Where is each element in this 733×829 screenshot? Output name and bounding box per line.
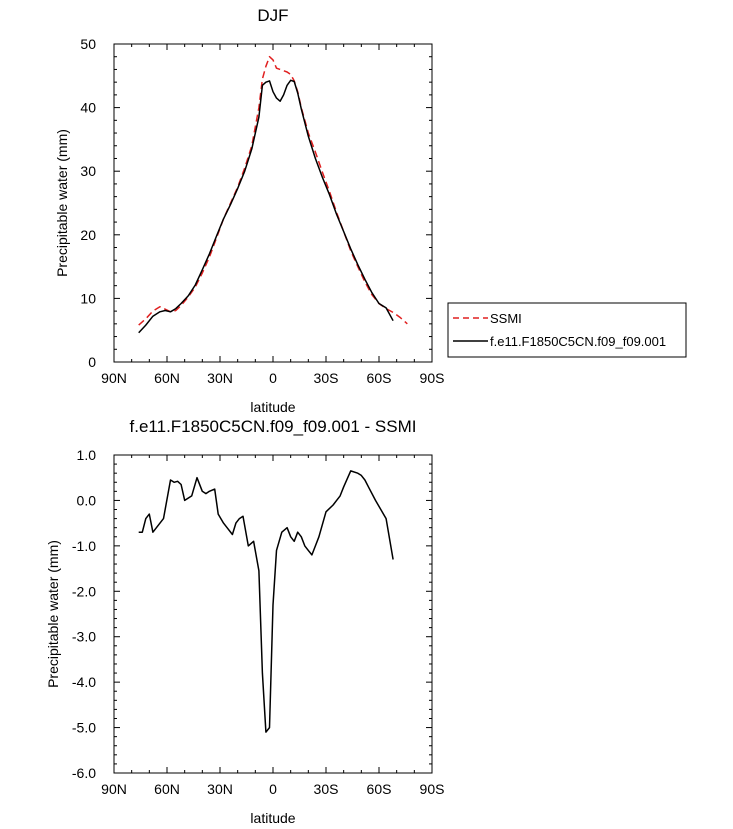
top-chart-y-tick-label: 40 [80, 100, 96, 116]
top-chart-x-axis-label: latitude [250, 399, 295, 415]
bottom-chart-x-tick-label: 60N [154, 781, 180, 797]
bottom-chart-series-line-0 [138, 470, 394, 733]
bottom-chart: f.e11.F1850C5CN.f09_f09.001 - SSMI 90N 60… [45, 417, 444, 826]
bottom-chart-title: f.e11.F1850C5CN.f09_f09.001 - SSMI [130, 417, 417, 436]
top-chart-x-tick-label: 30N [207, 370, 233, 386]
bottom-chart-ticks: 90N 60N 30N 0 30S 60S 90S -6.0 -5.0 -4.0 -3.0 -2.0 -… [72, 447, 445, 797]
legend-label-ssmi: SSMI [490, 311, 522, 326]
top-chart-y-tick-label: 50 [80, 36, 96, 52]
top-chart-x-tick-label: 30S [314, 370, 339, 386]
bottom-chart-x-tick-label: 30S [314, 781, 339, 797]
top-chart-series-line-0 [138, 55, 408, 326]
legend-label-model: f.e11.F1850C5CN.f09_f09.001 [490, 334, 666, 349]
top-chart-series-layer [138, 55, 408, 334]
top-chart-x-tick-label: 60S [367, 370, 392, 386]
legend: SSMI f.e11.F1850C5CN.f09_f09.001 [447, 302, 687, 358]
bottom-chart-y-tick-label: 1.0 [77, 447, 97, 463]
bottom-chart-x-tick-label: 30N [207, 781, 233, 797]
top-chart-y-tick-label: 0 [88, 354, 96, 370]
bottom-chart-y-tick-label: 0.0 [77, 492, 97, 508]
top-chart-ticks: 90N 60N 30N 0 30S 60S 90S 0 10 20 30 40 50 [80, 36, 444, 386]
bottom-chart-y-tick-label: -2.0 [72, 583, 96, 599]
bottom-chart-y-axis-label: Precipitable water (mm) [45, 540, 61, 688]
top-chart-title: DJF [257, 6, 288, 25]
bottom-chart-x-tick-label: 0 [269, 781, 277, 797]
top-chart-y-axis-label: Precipitable water (mm) [54, 129, 70, 277]
bottom-chart-series-layer [138, 470, 394, 733]
bottom-chart-x-tick-label: 90S [420, 781, 445, 797]
top-chart-y-tick-label: 30 [80, 163, 96, 179]
bottom-chart-y-tick-label: -5.0 [72, 720, 96, 736]
top-chart-x-tick-label: 90S [420, 370, 445, 386]
top-chart-y-tick-label: 20 [80, 227, 96, 243]
top-chart-x-tick-label: 90N [101, 370, 127, 386]
bottom-chart-x-axis-label: latitude [250, 810, 295, 826]
bottom-chart-y-tick-label: -1.0 [72, 538, 96, 554]
bottom-chart-y-tick-label: -4.0 [72, 674, 96, 690]
bottom-chart-x-tick-label: 90N [101, 781, 127, 797]
bottom-chart-x-tick-label: 60S [367, 781, 392, 797]
bottom-chart-y-tick-label: -6.0 [72, 765, 96, 781]
bottom-chart-y-tick-label: -3.0 [72, 629, 96, 645]
top-chart: DJF 90N 60N 30N 0 30S 60S 90S 0 10 20 30 40 50 latit… [54, 6, 687, 415]
legend-box [447, 302, 687, 358]
top-chart-x-tick-label: 60N [154, 370, 180, 386]
top-chart-y-tick-label: 10 [80, 290, 96, 306]
top-chart-x-tick-label: 0 [269, 370, 277, 386]
top-chart-series-line-1 [138, 79, 394, 334]
